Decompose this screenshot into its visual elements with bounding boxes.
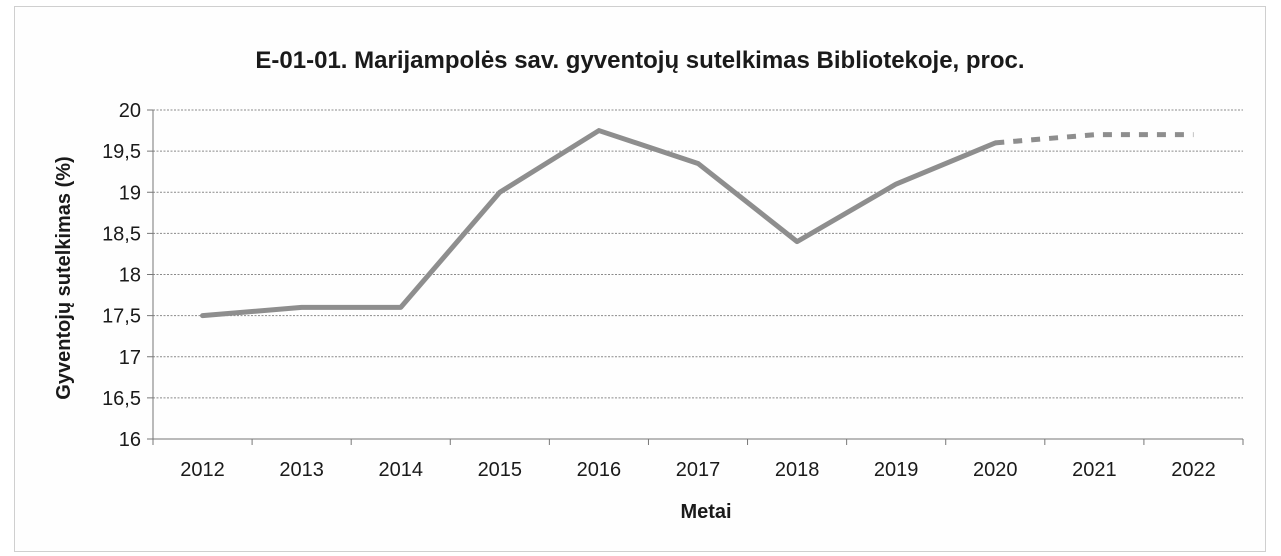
x-tick-label: 2014 (378, 459, 423, 481)
tick-labels: 16 16,5 17 17,5 18 18,5 19 19,5 20 2012 2013 2014 20… (102, 100, 1216, 481)
x-tick-label: 2018 (775, 459, 820, 481)
y-tick-label: 18 (119, 265, 141, 287)
x-tick-label: 2022 (1171, 459, 1216, 481)
x-tick-label: 2012 (180, 459, 225, 481)
y-tick-label: 16 (119, 429, 141, 451)
axes (147, 109, 1244, 445)
x-tick-label: 2013 (279, 459, 324, 481)
y-tick-label: 17,5 (102, 306, 141, 328)
y-tick-label: 16,5 (102, 388, 141, 410)
y-tick-label: 20 (119, 100, 141, 122)
x-tick-label: 2020 (973, 459, 1018, 481)
data-line (200, 128, 998, 319)
y-tick-label: 19 (119, 182, 141, 204)
x-tick-label: 2016 (577, 459, 622, 481)
chart-title: E-01-01. Marijampolės sav. gyventojų sut… (255, 47, 1024, 74)
x-axis-title: Metai (680, 501, 731, 523)
x-tick-label: 2017 (676, 459, 721, 481)
y-axis-title: Gyventojų sutelkimas (%) (53, 156, 75, 399)
forecast-line (995, 132, 1194, 146)
x-tick-label: 2019 (874, 459, 919, 481)
y-tick-label: 18,5 (102, 223, 141, 245)
y-tick-label: 19,5 (102, 141, 141, 163)
x-tick-label: 2021 (1072, 459, 1117, 481)
grid-lines (153, 109, 1243, 399)
y-tick-label: 17 (119, 347, 141, 369)
series-lines (200, 128, 1194, 319)
chart-frame (14, 6, 1266, 552)
x-tick-label: 2015 (478, 459, 523, 481)
